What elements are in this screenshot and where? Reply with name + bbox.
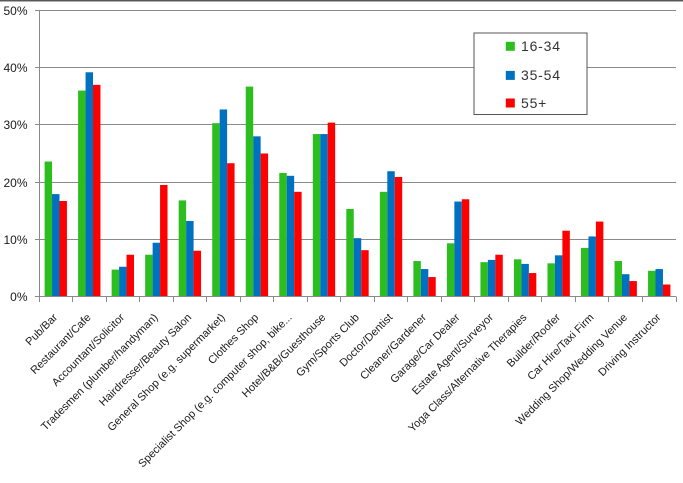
svg-text:10%: 10% [3,233,27,247]
svg-text:0%: 0% [10,290,28,304]
svg-text:16-34: 16-34 [521,38,561,54]
svg-text:20%: 20% [3,176,27,190]
svg-text:30%: 30% [3,118,27,132]
svg-text:40%: 40% [3,61,27,75]
svg-text:50%: 50% [3,4,27,18]
svg-text:35-54: 35-54 [521,67,561,83]
svg-text:55+: 55+ [521,95,547,111]
